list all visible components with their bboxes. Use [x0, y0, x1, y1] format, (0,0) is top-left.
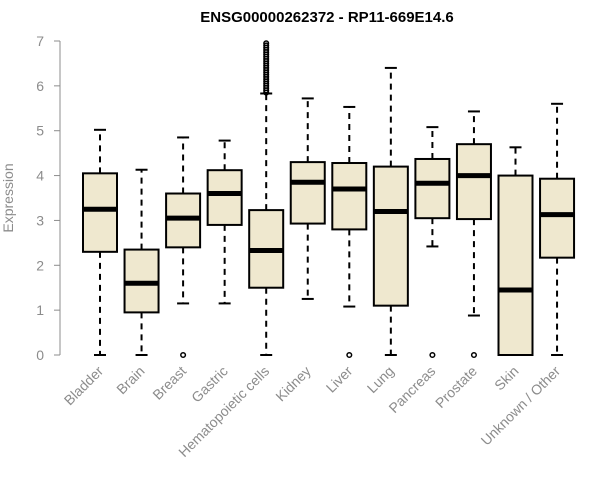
y-tick-label-4: 4: [36, 168, 44, 184]
box-rect-liver: [331, 162, 368, 231]
outlier-breast-0: [180, 351, 187, 359]
box-series: [82, 40, 576, 359]
box-hematopoietic-cells: [248, 40, 285, 356]
y-tick-label-6: 6: [36, 78, 44, 94]
box-rect-bladder: [82, 172, 118, 253]
box-rect-gastric: [206, 169, 243, 226]
box-breast: [165, 136, 202, 359]
outlier-hematopoietic-cells-21: [263, 42, 270, 49]
box-bladder: [82, 128, 118, 356]
category-label-lung: Lung: [364, 363, 397, 396]
category-label-brain: Brain: [113, 363, 147, 397]
category-label-liver: Liver: [323, 363, 356, 396]
category-label-breast: Breast: [149, 363, 189, 403]
outlier-pancreas-0: [429, 351, 436, 359]
box-lung: [372, 66, 409, 356]
box-unknown-other: [539, 102, 576, 356]
box-skin: [497, 146, 534, 356]
category-label-unknown-other: Unknown / Other: [478, 363, 564, 449]
box-pancreas: [414, 126, 451, 359]
y-tick-label-2: 2: [36, 257, 44, 273]
box-rect-skin: [497, 174, 534, 356]
y-axis: 0 1 2 3 4 5 6 7: [36, 33, 61, 363]
outlier-hematopoietic-cells-22: [263, 40, 270, 47]
y-tick-label-7: 7: [36, 33, 44, 49]
category-label-skin: Skin: [491, 363, 522, 394]
category-label-kidney: Kidney: [272, 363, 314, 405]
box-gastric: [206, 139, 243, 305]
box-kidney: [289, 97, 326, 300]
category-label-bladder: Bladder: [61, 363, 107, 409]
box-prostate: [455, 110, 492, 359]
box-rect-unknown-other: [539, 177, 576, 259]
category-label-prostate: Prostate: [432, 363, 480, 411]
box-rect-lung: [372, 165, 409, 307]
chart-title: ENSG00000262372 - RP11-669E14.6: [200, 9, 454, 26]
y-tick-label-3: 3: [36, 212, 44, 228]
box-brain: [123, 168, 160, 356]
box-liver: [331, 105, 368, 359]
outlier-liver-0: [346, 351, 353, 359]
y-tick-label-1: 1: [36, 302, 44, 318]
y-tick-label-5: 5: [36, 123, 44, 139]
y-tick-label-0: 0: [36, 347, 44, 363]
outlier-prostate-0: [470, 351, 478, 359]
box-rect-pancreas: [414, 157, 451, 220]
box-rect-prostate: [455, 143, 492, 221]
y-axis-label: Expression: [0, 163, 16, 232]
box-rect-kidney: [289, 161, 326, 225]
